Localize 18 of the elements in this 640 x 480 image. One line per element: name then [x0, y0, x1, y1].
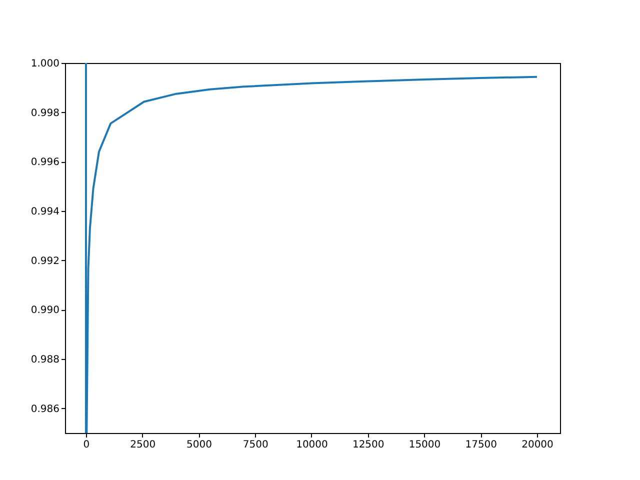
y-tick-label: 0.990 — [30, 305, 60, 316]
y-tick-label: 0.998 — [30, 108, 60, 119]
x-tick-label: 12500 — [352, 440, 384, 450]
x-tick-label: 7500 — [242, 440, 268, 450]
y-tick-label: 0.988 — [30, 354, 60, 366]
y-tick-label: 0.992 — [30, 256, 60, 267]
y-tick-label: 0.996 — [30, 157, 60, 168]
x-tick-label: 20000 — [522, 440, 554, 450]
x-tick-label: 2500 — [130, 440, 156, 450]
x-tick-label: 15000 — [408, 440, 441, 450]
y-tick-label: 0.994 — [30, 206, 60, 218]
y-tick-label: 0.986 — [30, 404, 60, 415]
x-tick-label: 10000 — [296, 440, 328, 450]
x-tick-label: 17500 — [465, 440, 498, 450]
y-tick-label: 1.000 — [30, 58, 60, 70]
x-tick-label: 5000 — [186, 440, 212, 450]
x-tick-label: 0 — [83, 440, 90, 450]
line-series — [84, 63, 538, 433]
